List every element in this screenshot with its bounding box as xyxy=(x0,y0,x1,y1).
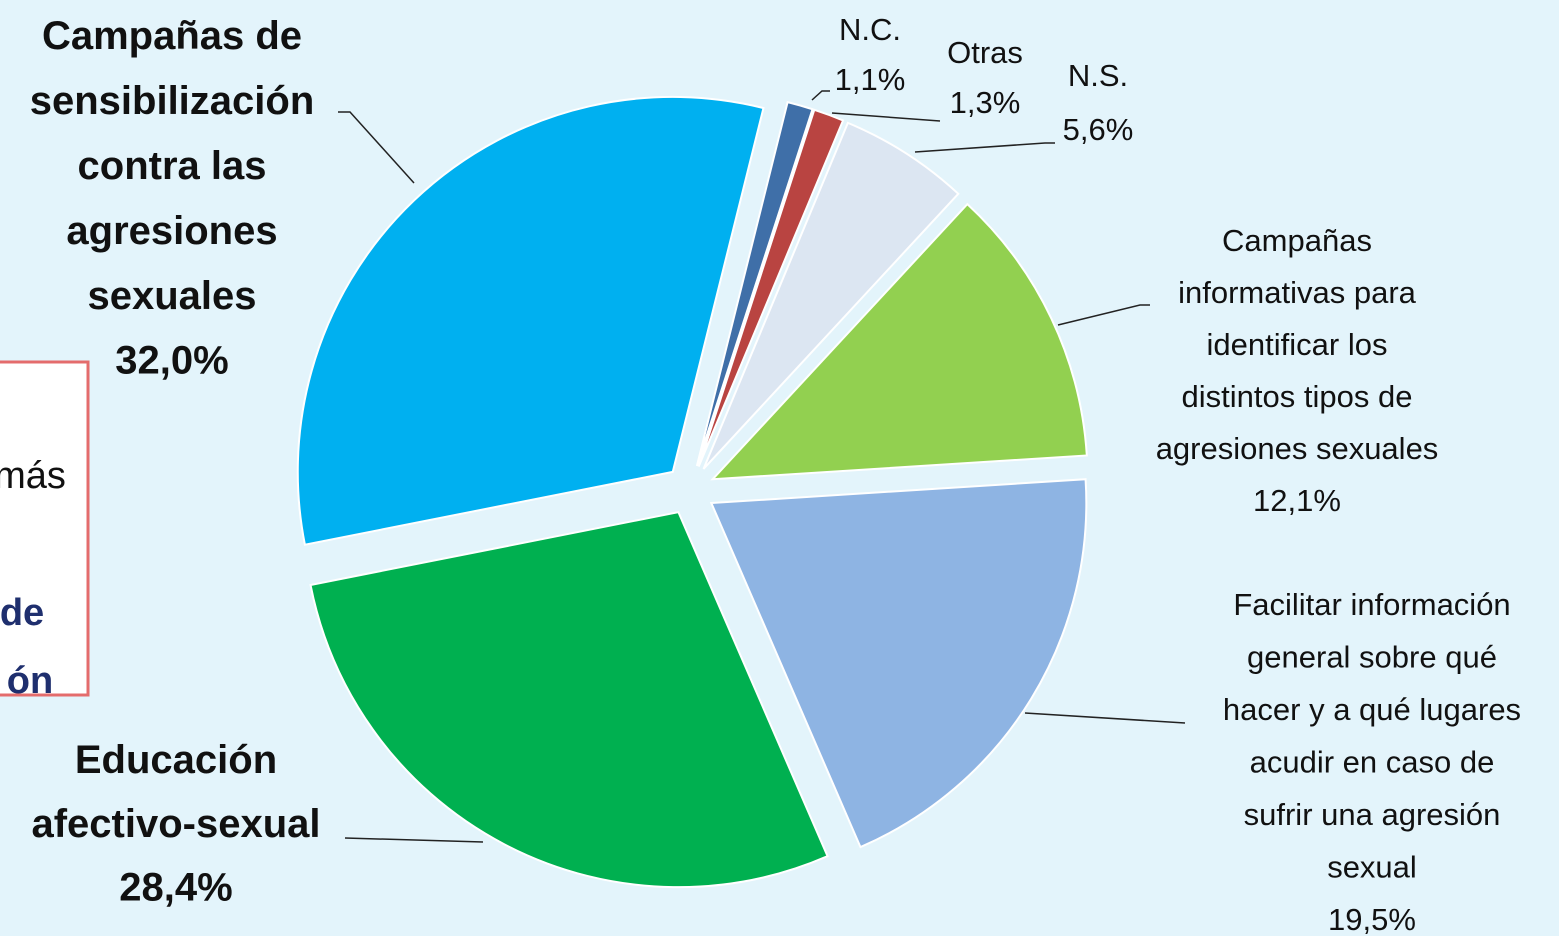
leader-line xyxy=(344,837,484,843)
pie-slice xyxy=(710,202,1088,481)
pie-slice xyxy=(709,478,1088,849)
pie-slice xyxy=(695,100,814,467)
category-label: N.S. xyxy=(1068,58,1128,93)
leader-line xyxy=(914,142,1055,153)
annotation-box xyxy=(0,360,90,697)
value-label: 32,0% xyxy=(115,339,228,383)
leader-line xyxy=(811,90,830,101)
category-label: N.C. xyxy=(839,12,901,47)
category-label: Educación afectivo-sexual xyxy=(31,738,320,846)
pie-slice xyxy=(309,511,829,889)
category-label: Campañas de sensibilización contra las agre… xyxy=(30,14,315,318)
category-label: Facilitar información general sobre qué ha… xyxy=(1223,587,1521,885)
pie-slice xyxy=(702,121,960,470)
category-label: Campañas informativas para identificar los… xyxy=(1156,223,1439,466)
annotation: más xyxy=(0,455,66,497)
pie-slice xyxy=(296,95,765,546)
value-label: 19,5% xyxy=(1328,902,1416,936)
leader-line xyxy=(338,111,415,184)
annotation: de xyxy=(0,592,44,634)
category-label: Otras xyxy=(947,35,1023,70)
value-label: 1,3% xyxy=(950,85,1021,120)
annotation: ón xyxy=(7,660,53,702)
pie-slice xyxy=(697,108,845,467)
value-label: 1,1% xyxy=(835,62,906,97)
value-label: 5,6% xyxy=(1063,112,1134,147)
leader-line xyxy=(1057,304,1150,326)
value-label: 12,1% xyxy=(1253,483,1341,518)
value-label: 28,4% xyxy=(119,866,232,910)
leader-line xyxy=(831,112,941,122)
leader-line xyxy=(1024,712,1186,724)
